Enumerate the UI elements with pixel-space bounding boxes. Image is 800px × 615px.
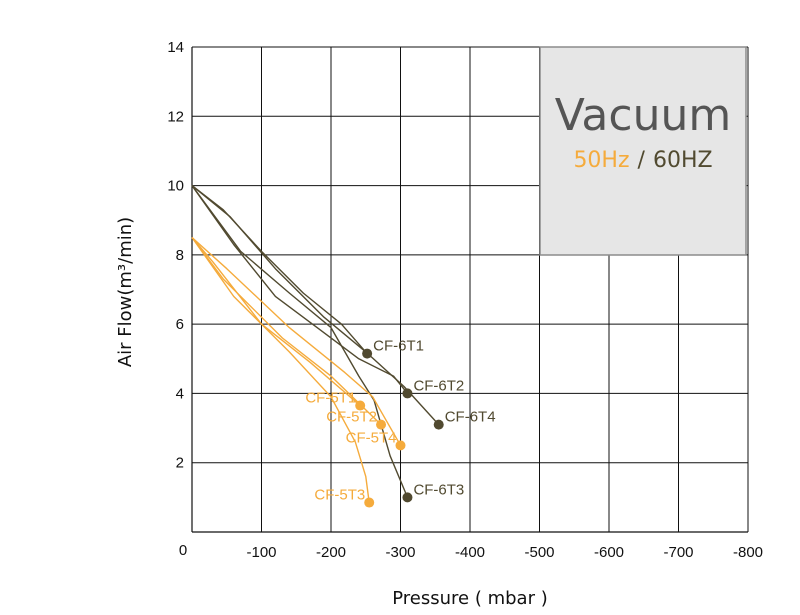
label-cf-6t3: CF-6T3 [413, 481, 464, 498]
label-cf-6t4: CF-6T4 [445, 409, 496, 426]
x-tick-label: -800 [733, 544, 763, 561]
series-lines [191, 185, 440, 503]
x-axis-title: Pressure ( mbar ) [392, 588, 547, 609]
series-endpoints [355, 348, 444, 508]
hz-separator: / [638, 148, 646, 173]
x-tick-label: -300 [385, 544, 415, 561]
series-endpoint-cf-5t1 [355, 400, 366, 411]
y-tick-label: 8 [176, 247, 184, 264]
series-line-cf-6t1 [191, 185, 368, 355]
series-endpoint-cf-5t3 [364, 497, 375, 508]
y-tick-label: 10 [167, 178, 184, 195]
x-tick-label: -200 [316, 544, 346, 561]
series-line-cf-5t4 [191, 236, 402, 446]
vacuum-panel-subtitle: 50Hz / 60HZ [573, 148, 712, 173]
x-tick-label: -400 [455, 544, 485, 561]
hz60-label: 60HZ [653, 148, 713, 173]
x-tick-label: -500 [524, 544, 554, 561]
y-axis-title: Air Flow(m³/min) [115, 217, 136, 367]
y-tick-label: 14 [167, 39, 184, 56]
x-tick-label: -100 [246, 544, 276, 561]
label-cf-6t2: CF-6T2 [413, 377, 464, 394]
series-labels: CF-6T1 CF-6T2 CF-6T4 CF-6T3 CF-5T1 CF-5T2 CF-5… [305, 338, 495, 504]
y-tick-label: 4 [176, 385, 184, 402]
series-endpoint-cf-6t3 [402, 492, 413, 503]
hz50-label: 50Hz [573, 148, 629, 173]
series-endpoint-cf-6t4 [433, 419, 444, 430]
y-tick-labels: 2 4 6 8 10 12 14 [167, 39, 184, 472]
vacuum-panel-title: Vacuum [555, 90, 731, 141]
origin-tick-label: 0 [179, 542, 187, 559]
x-tick-label: -600 [594, 544, 624, 561]
series-endpoint-cf-6t2 [402, 388, 413, 399]
axes [191, 47, 748, 533]
series-endpoint-cf-5t4 [395, 440, 406, 451]
x-tick-label: -700 [663, 544, 693, 561]
series-endpoint-cf-6t1 [362, 348, 373, 359]
series-endpoint-cf-5t2 [376, 419, 387, 430]
label-cf-5t3: CF-5T3 [314, 487, 365, 504]
series-line-cf-5t2 [191, 237, 382, 426]
vacuum-panel-box [539, 46, 747, 256]
label-cf-5t4: CF-5T4 [346, 429, 397, 446]
label-cf-5t2: CF-5T2 [326, 409, 377, 426]
series-line-cf-5t3 [191, 237, 370, 503]
series-line-cf-6t4 [191, 185, 440, 426]
label-cf-6t1: CF-6T1 [373, 338, 424, 355]
vacuum-panel: Vacuum 50Hz / 60HZ [539, 46, 747, 256]
y-tick-label: 2 [176, 455, 184, 472]
series-line-cf-6t3 [191, 185, 409, 498]
y-tick-label: 12 [167, 108, 184, 125]
y-tick-label: 6 [176, 316, 184, 333]
label-cf-5t1: CF-5T1 [305, 390, 356, 407]
x-tick-labels: -100 -200 -300 -400 -500 -600 -700 -800 [246, 544, 763, 561]
